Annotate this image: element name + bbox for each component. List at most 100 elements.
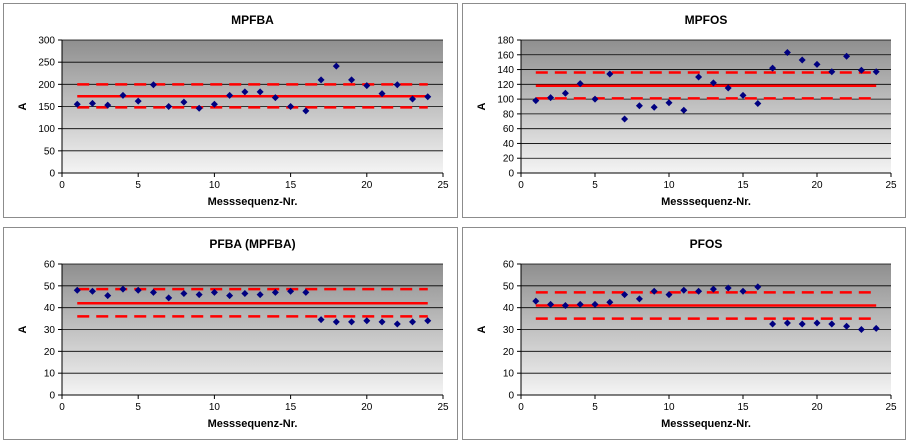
data-point: [119, 91, 127, 99]
y-tick-label: 10: [44, 369, 56, 380]
y-tick-label: 0: [508, 169, 514, 180]
data-point: [210, 100, 218, 108]
data-point: [88, 99, 96, 107]
data-point: [180, 98, 188, 106]
data-point: [621, 115, 629, 123]
data-point: [621, 291, 629, 299]
data-point: [149, 81, 157, 89]
chart-mpfba: 0 50 100 150 200 250 300 0 5 10 15 20 25 MPFBA Messseq…: [17, 13, 449, 208]
data-point: [378, 318, 386, 326]
data-point: [754, 283, 762, 291]
data-point: [287, 103, 295, 110]
data-point: [165, 103, 173, 110]
y-tick-label: 40: [503, 139, 515, 150]
x-tick-label: 10: [209, 402, 221, 413]
data-point: [317, 76, 325, 84]
data-point: [210, 288, 218, 296]
data-point: [843, 322, 851, 330]
data-point: [241, 88, 249, 96]
chart-title: PFBA (MPFBA): [209, 237, 295, 251]
chart-panel-mpfos: 0 20 40 60 80 100 120 140 160 180 0 5 10 15 20 25 MPFOS M…: [462, 3, 906, 218]
data-point: [332, 62, 340, 70]
y-tick-label: 0: [508, 391, 514, 402]
data-point: [424, 317, 432, 325]
chart-title: PFOS: [690, 237, 723, 251]
y-tick-label: 200: [38, 80, 55, 91]
y-tick-label: 30: [503, 325, 515, 336]
data-point: [119, 285, 127, 293]
x-tick-label: 10: [663, 180, 675, 191]
data-point: [424, 93, 432, 101]
data-point: [857, 66, 865, 74]
data-point: [665, 99, 673, 107]
data-point: [363, 317, 371, 325]
data-point: [680, 106, 688, 114]
data-point: [872, 324, 880, 332]
y-tick-label: 20: [44, 347, 56, 358]
x-tick-label: 5: [135, 180, 141, 191]
y-tick-label: 250: [38, 58, 55, 69]
data-point: [591, 300, 599, 308]
data-point: [695, 73, 703, 81]
data-point: [739, 91, 747, 99]
data-point: [271, 94, 279, 102]
data-point: [348, 76, 356, 84]
x-tick-label: 10: [209, 180, 221, 191]
data-point: [73, 100, 81, 108]
chart-pfba-mpfba: 0 10 20 30 40 50 60 0 5 10 15 20 25 PFBA (MPFBA) Messs…: [17, 237, 449, 430]
x-tick-label: 15: [285, 402, 297, 413]
chart-title: MPFBA: [231, 13, 274, 27]
x-tick-label: 0: [59, 402, 65, 413]
data-point: [409, 318, 417, 326]
x-tick-label: 0: [59, 180, 65, 191]
x-axis-label: Messsequenz-Nr.: [661, 418, 751, 430]
x-tick-label: 20: [361, 180, 373, 191]
y-tick-label: 160: [497, 50, 514, 61]
y-tick-label: 50: [503, 281, 515, 292]
data-point: [73, 286, 81, 294]
x-tick-label: 25: [885, 402, 897, 413]
data-point: [104, 101, 112, 109]
data-point: [739, 287, 747, 295]
data-point: [256, 88, 264, 96]
data-point: [409, 95, 417, 103]
data-point: [561, 89, 569, 97]
data-point: [241, 289, 249, 297]
chart-pfos: 0 10 20 30 40 50 60 0 5 10 15 20 25 PFOS Messsequenz-N…: [476, 237, 897, 430]
data-point: [195, 291, 203, 299]
plot-area: [521, 40, 891, 173]
data-point: [798, 320, 806, 328]
x-tick-label: 0: [518, 180, 524, 191]
data-point: [547, 94, 555, 102]
chart-title: MPFOS: [685, 13, 728, 27]
x-tick-label: 5: [592, 180, 598, 191]
data-point: [783, 319, 791, 327]
x-tick-label: 5: [592, 402, 598, 413]
y-tick-label: 150: [38, 102, 55, 113]
x-tick-label: 10: [663, 402, 675, 413]
y-axis-label: A: [17, 325, 29, 333]
x-axis-label: Messsequenz-Nr.: [661, 196, 751, 208]
y-tick-label: 50: [44, 281, 56, 292]
data-point: [226, 292, 234, 300]
data-point: [769, 320, 777, 328]
data-point: [828, 320, 836, 328]
data-point: [271, 288, 279, 296]
y-tick-label: 120: [497, 80, 514, 91]
y-tick-label: 20: [503, 154, 515, 165]
data-point: [302, 288, 310, 296]
y-tick-label: 60: [503, 124, 515, 135]
x-tick-label: 5: [135, 402, 141, 413]
chart-panel-mpfba: 0 50 100 150 200 250 300 0 5 10 15 20 25 MPFBA Messseq…: [3, 3, 458, 218]
x-axis-label: Messsequenz-Nr.: [208, 418, 298, 430]
data-point: [561, 301, 569, 309]
data-point: [532, 297, 540, 305]
y-tick-label: 180: [497, 36, 514, 47]
data-point: [650, 287, 658, 295]
data-point: [393, 320, 401, 328]
data-point: [576, 300, 584, 308]
data-point: [813, 319, 821, 327]
y-tick-label: 100: [497, 95, 514, 106]
data-point: [872, 68, 880, 76]
data-point: [332, 318, 340, 326]
